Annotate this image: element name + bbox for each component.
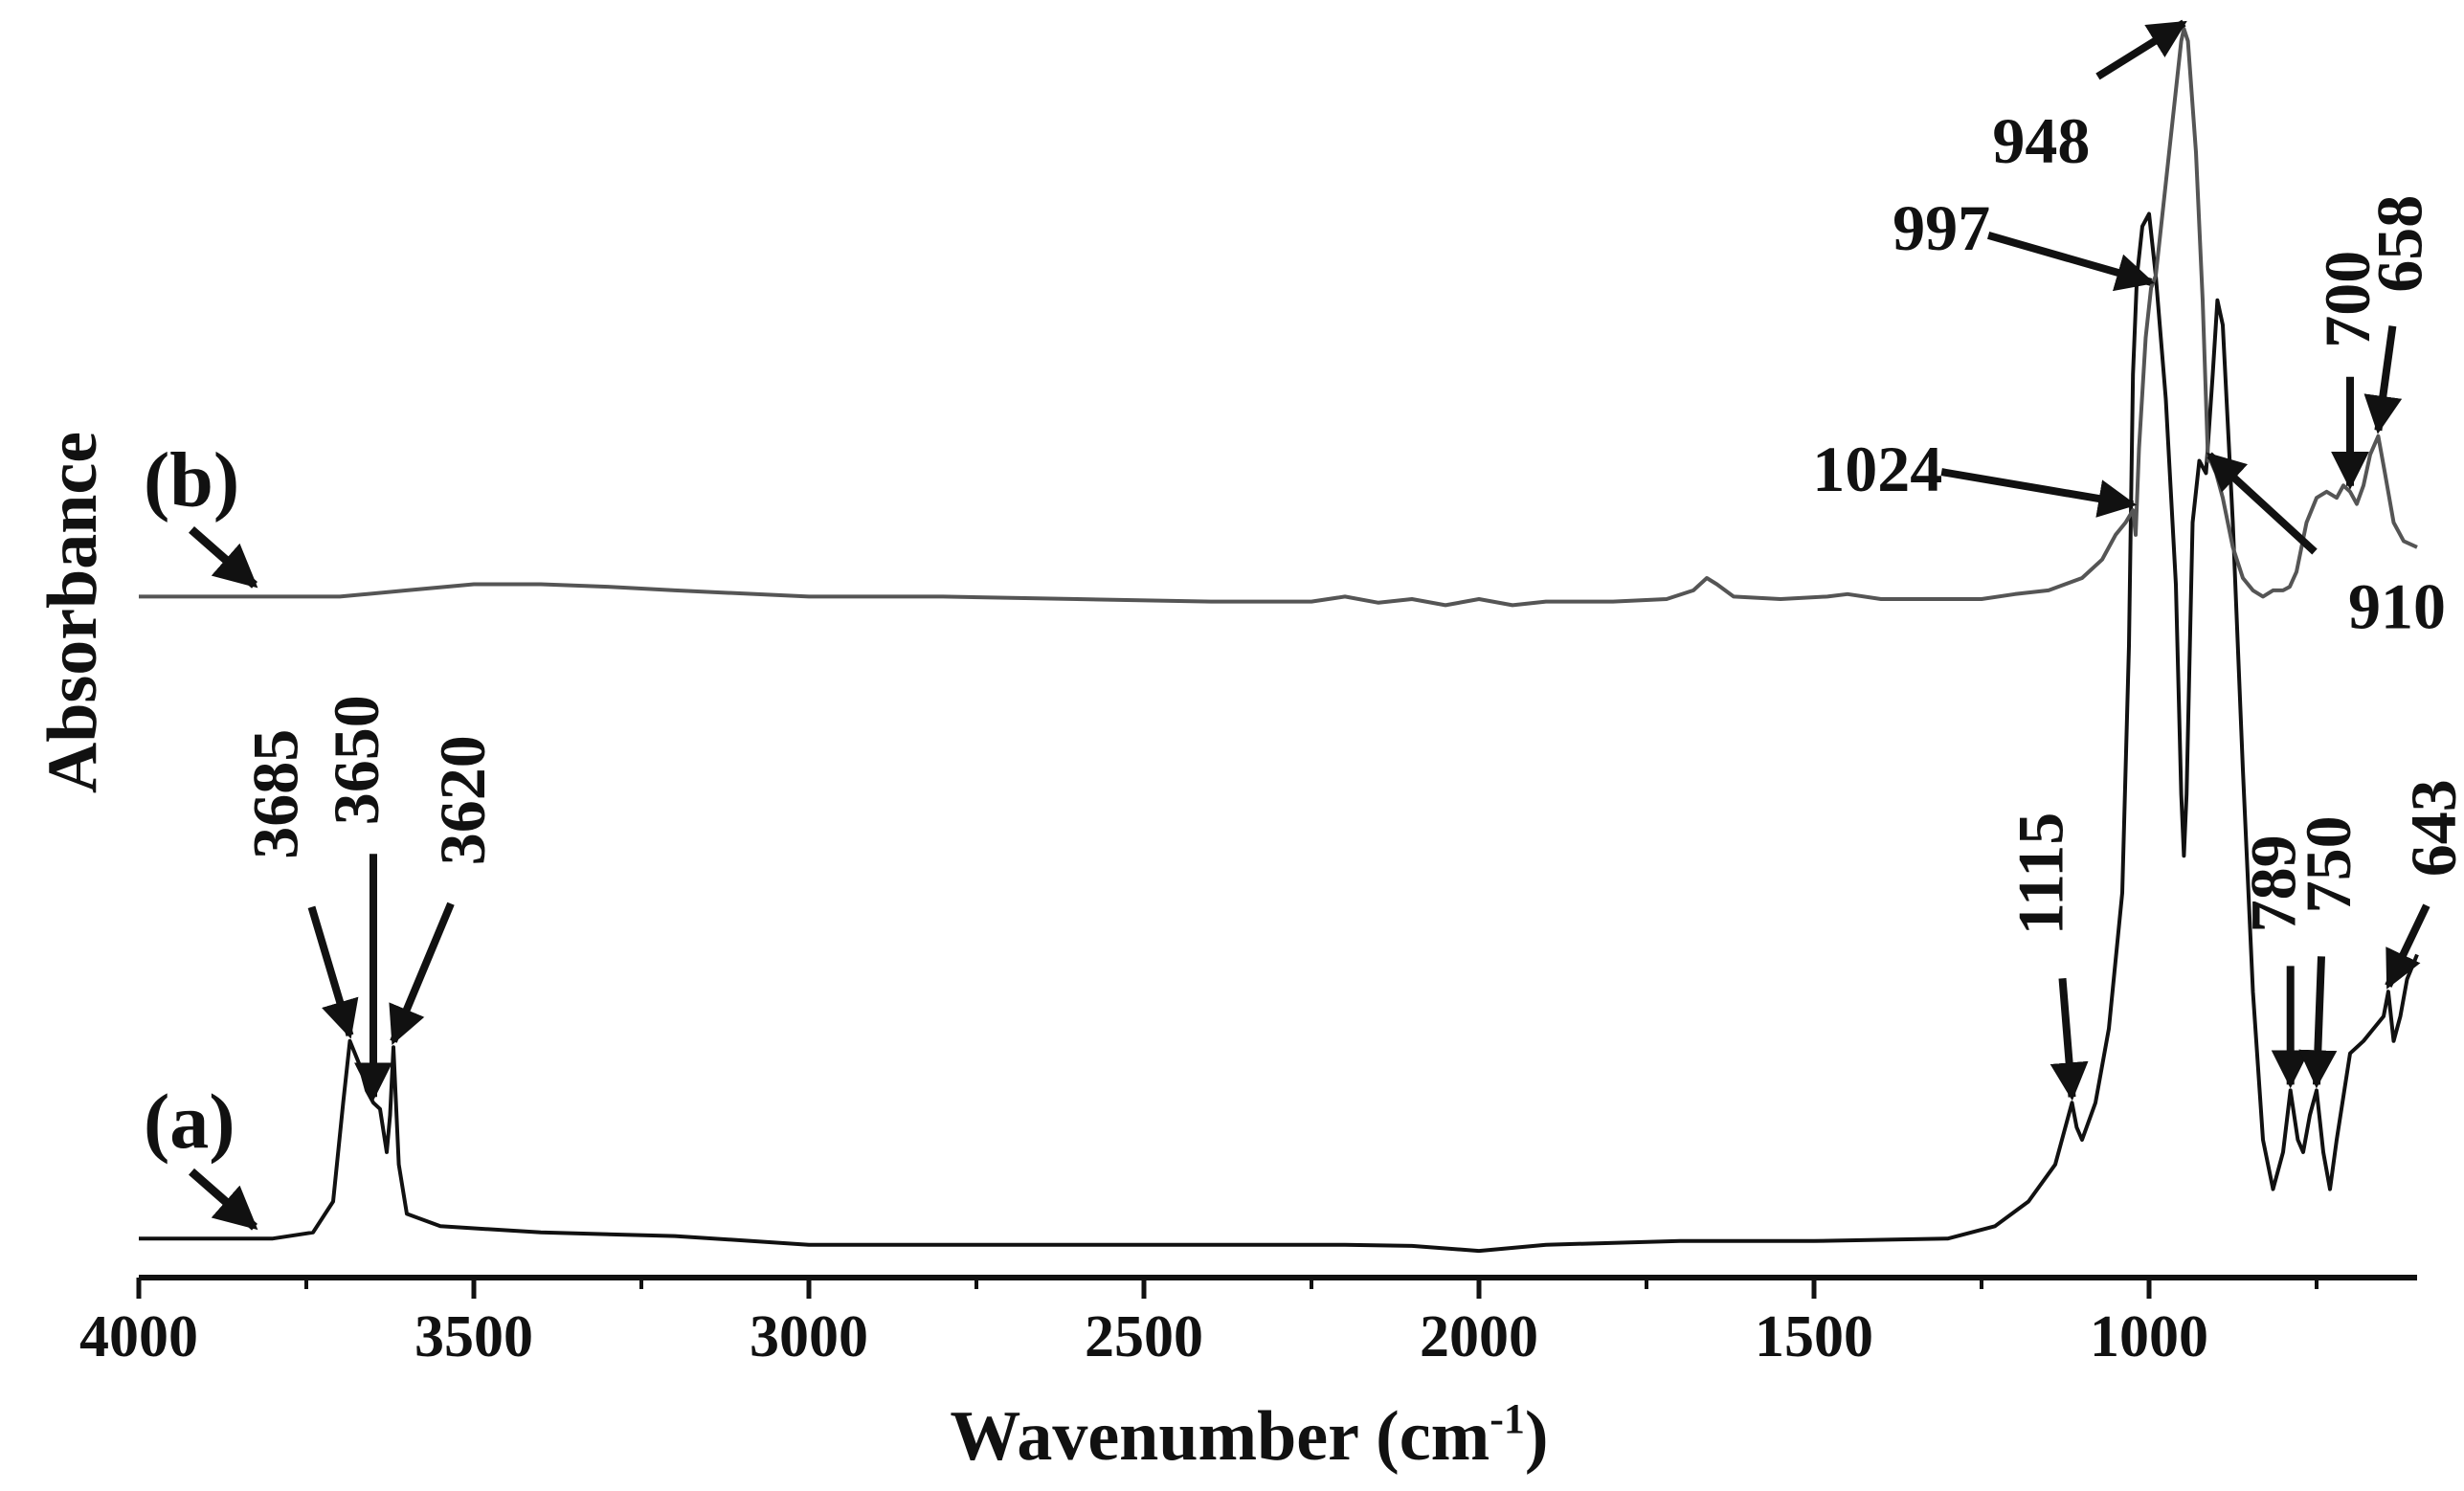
x-tick-label-3500: 3500	[414, 1304, 533, 1369]
peak-arrow-643	[2385, 903, 2430, 990]
x-tick-label-2500: 2500	[1085, 1304, 1203, 1369]
peak-arrow-1024	[1940, 468, 2138, 518]
peak-label-1024: 1024	[1812, 433, 1942, 505]
peak-label-948: 948	[1992, 104, 2090, 177]
series-label-a: (a)	[144, 1078, 235, 1165]
peak-arrow-658	[2363, 325, 2403, 434]
series-arrow-b	[189, 526, 258, 589]
x-tick-label-1000: 1000	[2090, 1304, 2208, 1369]
peak-arrow-3685	[307, 905, 359, 1039]
peak-label-700: 700	[2311, 251, 2384, 348]
peak-label-1115: 1115	[2005, 812, 2077, 936]
peak-label-997: 997	[1893, 191, 1990, 264]
series-label-b: (b)	[144, 435, 239, 523]
x-axis-title-close: )	[1525, 1397, 1549, 1476]
peak-arrow-3620	[389, 901, 455, 1045]
peak-arrow-997	[1986, 232, 2155, 292]
peak-arrow-1115	[2050, 977, 2089, 1102]
x-tick-label-4000: 4000	[79, 1304, 198, 1369]
series-line-a	[139, 211, 2419, 1254]
x-axis-title: Wavenumber (cm-1)	[950, 1395, 1548, 1476]
peak-arrow-750	[2298, 956, 2338, 1089]
peak-label-910: 910	[2348, 570, 2446, 643]
peak-label-643: 643	[2397, 779, 2464, 877]
peak-label-3650: 3650	[320, 695, 392, 825]
x-tick-label-2000: 2000	[1420, 1304, 1538, 1369]
peak-arrow-948	[2095, 19, 2187, 80]
x-axis-title-main: Wavenumber (cm	[950, 1397, 1490, 1476]
series-line-b	[139, 27, 2418, 608]
peak-label-658: 658	[2363, 195, 2435, 293]
x-tick-label-3000: 3000	[750, 1304, 868, 1369]
x-tick-label-1500: 1500	[1755, 1304, 1873, 1369]
peak-label-750: 750	[2292, 815, 2364, 913]
peak-label-3685: 3685	[239, 729, 312, 859]
peak-label-3620: 3620	[426, 735, 499, 865]
x-axis-title-sup: -1	[1490, 1395, 1525, 1442]
y-axis-title: Absorbance	[34, 432, 112, 793]
series-arrow-a	[189, 1168, 258, 1231]
peak-label-789: 789	[2237, 835, 2310, 932]
peak-arrow-910	[2206, 452, 2318, 555]
